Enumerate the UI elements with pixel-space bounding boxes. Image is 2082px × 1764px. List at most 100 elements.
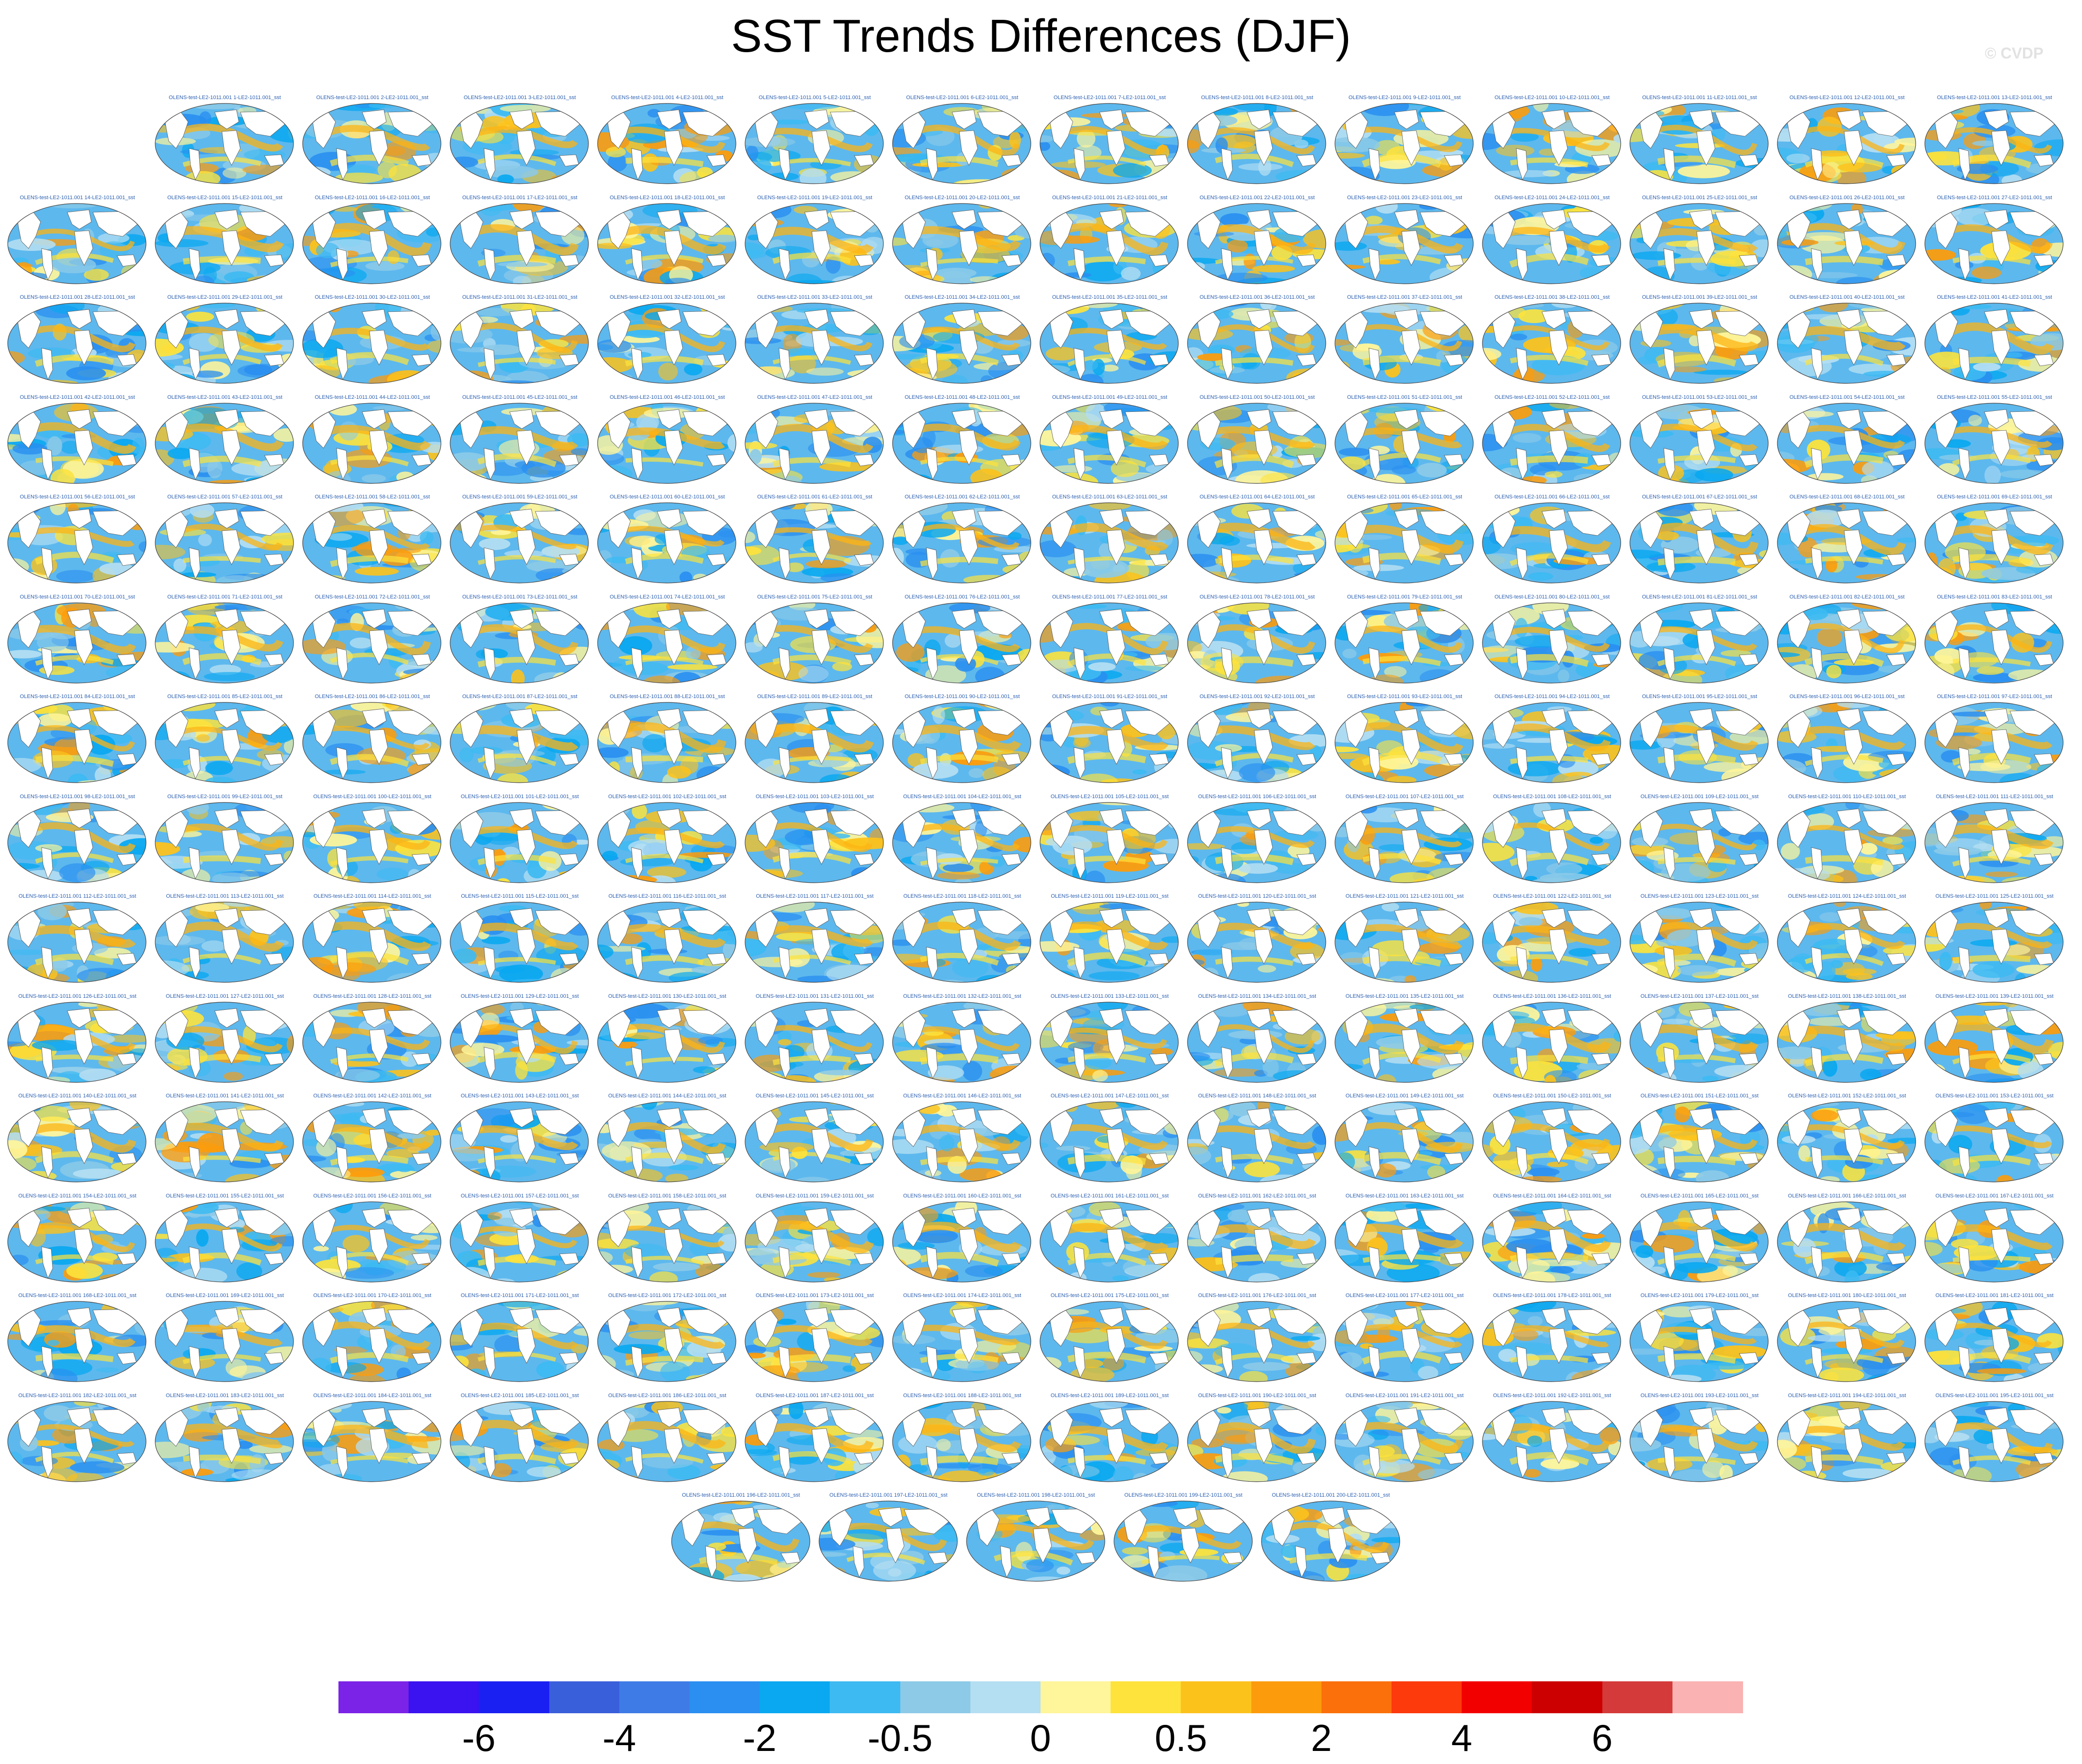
sst-trend-map [1187,802,1326,883]
sst-trend-map [1924,1001,2064,1083]
map-panel: OLENS-test-LE2-1011.001 156-LE2-1011.001… [300,1193,445,1292]
sst-trend-map [7,203,147,284]
colorbar-box [1602,1681,1673,1713]
map-panel: OLENS-test-LE2-1011.001 151-LE2-1011.001… [1627,1093,1772,1192]
panel-title: OLENS-test-LE2-1011.001 119-LE2-1011.001… [1051,893,1169,899]
sst-trend-map [1040,602,1179,684]
map-panel: OLENS-test-LE2-1011.001 51-LE2-1011.001_… [1332,394,1477,494]
sst-trend-map [745,402,884,484]
panel-title: OLENS-test-LE2-1011.001 141-LE2-1011.001… [165,1093,284,1099]
panel-title: OLENS-test-LE2-1011.001 146-LE2-1011.001… [903,1093,1022,1099]
panel-title: OLENS-test-LE2-1011.001 83-LE2-1011.001_… [1936,594,2053,600]
map-panel: OLENS-test-LE2-1011.001 116-LE2-1011.001… [595,893,740,992]
panel-title: OLENS-test-LE2-1011.001 66-LE2-1011.001_… [1494,494,1610,500]
map-panel: OLENS-test-LE2-1011.001 136-LE2-1011.001… [1480,993,1625,1093]
map-panel: OLENS-test-LE2-1011.001 98-LE2-1011.001_… [5,794,150,893]
map-panel: OLENS-test-LE2-1011.001 170-LE2-1011.001… [300,1293,445,1392]
sst-trend-map [1777,1101,1916,1182]
map-panel: OLENS-test-LE2-1011.001 192-LE2-1011.001… [1480,1393,1625,1492]
map-panel: OLENS-test-LE2-1011.001 173-LE2-1011.001… [742,1293,887,1392]
sst-trend-map [302,1001,441,1083]
sst-trend-map [1777,1001,1916,1083]
map-panel: OLENS-test-LE2-1011.001 144-LE2-1011.001… [595,1093,740,1192]
panel-title: OLENS-test-LE2-1011.001 62-LE2-1011.001_… [904,494,1020,500]
map-panel: OLENS-test-LE2-1011.001 34-LE2-1011.001_… [890,294,1035,394]
colorbar-box [900,1681,971,1713]
panel-title: OLENS-test-LE2-1011.001 25-LE2-1011.001_… [1642,194,1758,201]
sst-trend-map [1334,1001,1474,1083]
sst-trend-map [745,103,884,184]
map-panel: OLENS-test-LE2-1011.001 56-LE2-1011.001_… [5,494,150,593]
sst-trend-map [155,1400,294,1482]
map-panel: OLENS-test-LE2-1011.001 166-LE2-1011.001… [1774,1193,1920,1292]
panel-title: OLENS-test-LE2-1011.001 170-LE2-1011.001… [313,1293,432,1298]
map-panel: OLENS-test-LE2-1011.001 118-LE2-1011.001… [890,893,1035,992]
panel-title: OLENS-test-LE2-1011.001 17-LE2-1011.001_… [462,194,578,201]
panel-title: OLENS-test-LE2-1011.001 118-LE2-1011.001… [903,893,1021,899]
panel-title: OLENS-test-LE2-1011.001 132-LE2-1011.001… [903,993,1022,999]
panel-title: OLENS-test-LE2-1011.001 64-LE2-1011.001_… [1199,494,1315,500]
colorbar-box [1321,1681,1392,1713]
panel-title: OLENS-test-LE2-1011.001 152-LE2-1011.001… [1788,1093,1906,1099]
panel-title: OLENS-test-LE2-1011.001 47-LE2-1011.001_… [757,394,873,400]
colorbar-tick-label: 6 [1591,1717,1613,1759]
sst-trend-map [1629,1301,1769,1382]
sst-trend-map [1629,1101,1769,1182]
panel-title: OLENS-test-LE2-1011.001 133-LE2-1011.001… [1050,993,1169,999]
map-panel: OLENS-test-LE2-1011.001 61-LE2-1011.001_… [742,494,887,593]
map-panel: OLENS-test-LE2-1011.001 186-LE2-1011.001… [595,1393,740,1492]
map-panel: OLENS-test-LE2-1011.001 108-LE2-1011.001… [1480,794,1625,893]
map-panel: OLENS-test-LE2-1011.001 137-LE2-1011.001… [1627,993,1772,1093]
sst-trend-map [1040,902,1179,983]
panel-title: OLENS-test-LE2-1011.001 5-LE2-1011.001_s… [759,95,871,101]
sst-trend-map [155,1001,294,1083]
map-panel: OLENS-test-LE2-1011.001 84-LE2-1011.001_… [5,694,150,793]
sst-trend-map [1777,103,1916,184]
map-panel: OLENS-test-LE2-1011.001 15-LE2-1011.001_… [152,195,297,294]
panel-title: OLENS-test-LE2-1011.001 30-LE2-1011.001_… [314,294,430,300]
sst-trend-map [597,502,736,583]
map-panel: OLENS-test-LE2-1011.001 125-LE2-1011.001… [1922,893,2067,992]
colorbar-box [549,1681,620,1713]
map-panel: OLENS-test-LE2-1011.001 193-LE2-1011.001… [1627,1393,1772,1492]
panel-title: OLENS-test-LE2-1011.001 101-LE2-1011.001… [460,793,579,800]
panel-title: OLENS-test-LE2-1011.001 50-LE2-1011.001_… [1199,394,1315,400]
panel-title: OLENS-test-LE2-1011.001 9-LE2-1011.001_s… [1349,95,1461,101]
map-panel: OLENS-test-LE2-1011.001 102-LE2-1011.001… [595,794,740,893]
sst-trend-map [892,1201,1031,1283]
panel-title: OLENS-test-LE2-1011.001 75-LE2-1011.001_… [757,594,873,600]
panel-title: OLENS-test-LE2-1011.001 120-LE2-1011.001… [1198,893,1317,899]
sst-trend-map [892,502,1031,583]
sst-trend-map [1334,602,1474,684]
sst-trend-map [1629,1400,1769,1482]
sst-trend-map [1482,402,1621,484]
figure-title: SST Trends Differences (DJF) [731,10,1351,62]
colorbar-box [409,1681,480,1713]
panel-title: OLENS-test-LE2-1011.001 85-LE2-1011.001_… [167,694,283,700]
sst-trend-map [1040,502,1179,583]
panel-title: OLENS-test-LE2-1011.001 134-LE2-1011.001… [1198,993,1317,999]
panel-title: OLENS-test-LE2-1011.001 60-LE2-1011.001_… [609,494,725,500]
panel-title: OLENS-test-LE2-1011.001 51-LE2-1011.001_… [1347,394,1463,400]
panel-title: OLENS-test-LE2-1011.001 94-LE2-1011.001_… [1494,694,1610,700]
map-panel: OLENS-test-LE2-1011.001 79-LE2-1011.001_… [1332,594,1477,693]
sst-trend-map [302,602,441,684]
map-panel: OLENS-test-LE2-1011.001 92-LE2-1011.001_… [1185,694,1330,793]
map-panel: OLENS-test-LE2-1011.001 60-LE2-1011.001_… [595,494,740,593]
map-panel: OLENS-test-LE2-1011.001 160-LE2-1011.001… [890,1193,1035,1292]
map-panel: OLENS-test-LE2-1011.001 171-LE2-1011.001… [447,1293,592,1392]
sst-trend-map [1629,303,1769,384]
sst-trend-map [302,702,441,783]
panel-title: OLENS-test-LE2-1011.001 38-LE2-1011.001_… [1494,294,1610,300]
sst-trend-map [597,303,736,384]
panel-title: OLENS-test-LE2-1011.001 44-LE2-1011.001_… [314,394,430,400]
panel-title: OLENS-test-LE2-1011.001 161-LE2-1011.001… [1050,1193,1169,1199]
sst-trend-map [1777,1201,1916,1283]
map-panel: OLENS-test-LE2-1011.001 14-LE2-1011.001_… [5,195,150,294]
colorbar-box [338,1681,409,1713]
map-panel: OLENS-test-LE2-1011.001 28-LE2-1011.001_… [5,294,150,394]
sst-trend-map [155,1101,294,1182]
map-panel: OLENS-test-LE2-1011.001 93-LE2-1011.001_… [1332,694,1477,793]
panel-title: OLENS-test-LE2-1011.001 61-LE2-1011.001_… [757,494,873,500]
colorbar-box [1462,1681,1533,1713]
